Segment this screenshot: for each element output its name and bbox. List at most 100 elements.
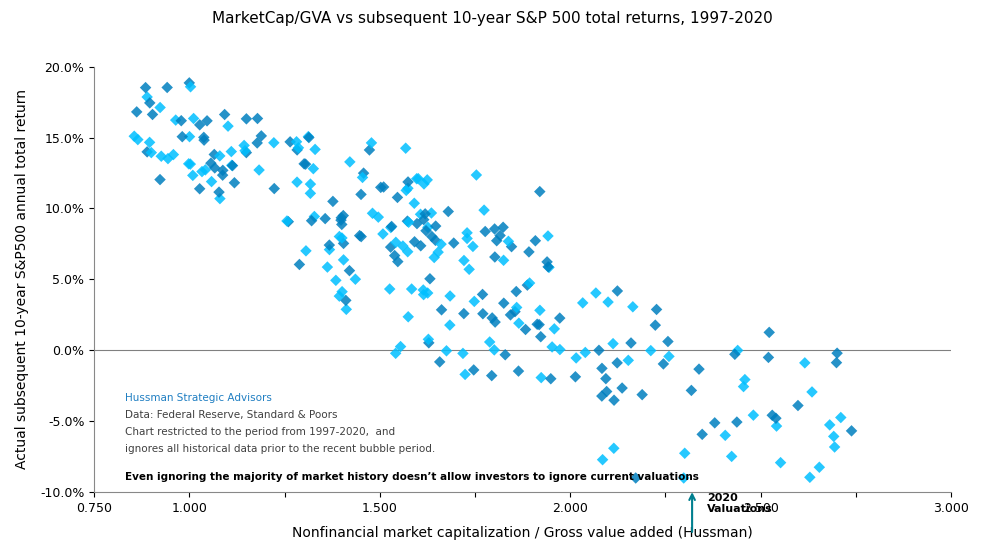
Point	[383, 223, 399, 232]
Point	[830, 349, 845, 357]
Point	[186, 114, 202, 123]
Point	[531, 320, 547, 329]
Point	[140, 148, 155, 157]
Point	[769, 422, 784, 431]
Point	[465, 242, 481, 251]
Point	[140, 93, 155, 102]
Point	[761, 353, 776, 362]
Point	[341, 266, 357, 275]
Point	[198, 165, 214, 174]
Point	[790, 401, 806, 410]
Point	[552, 345, 568, 354]
Point	[495, 223, 511, 232]
Point	[496, 299, 512, 307]
Point	[578, 348, 593, 357]
Point	[416, 215, 432, 224]
Point	[424, 232, 440, 241]
Point	[336, 239, 351, 248]
Point	[353, 190, 369, 199]
Point	[317, 214, 333, 223]
Point	[460, 228, 475, 237]
Point	[388, 349, 403, 358]
Point	[409, 219, 425, 228]
Point	[433, 240, 449, 249]
Point	[336, 211, 351, 220]
Point	[320, 263, 336, 271]
Point	[772, 458, 788, 467]
Point	[797, 359, 813, 367]
Point	[527, 236, 543, 245]
Point	[153, 175, 168, 184]
Point	[643, 346, 658, 355]
Point	[289, 145, 305, 154]
Point	[250, 114, 266, 123]
Point	[442, 321, 458, 330]
Point	[400, 248, 415, 256]
Point	[544, 342, 560, 351]
Point	[635, 390, 650, 399]
Point	[620, 356, 636, 365]
Point	[487, 225, 503, 234]
Point	[130, 135, 146, 144]
Point	[288, 137, 304, 146]
Point	[418, 226, 434, 235]
Point	[220, 122, 236, 130]
Point	[730, 346, 746, 355]
Point	[199, 117, 215, 125]
Point	[552, 314, 568, 322]
Point	[254, 132, 270, 140]
Point	[417, 209, 433, 218]
Point	[129, 108, 145, 117]
Point	[388, 238, 403, 247]
Point	[518, 325, 533, 334]
Point	[541, 263, 557, 272]
Text: MarketCap/GVA vs subsequent 10-year S&P 500 total returns, 1997-2020: MarketCap/GVA vs subsequent 10-year S&P …	[212, 11, 772, 26]
Point	[196, 135, 212, 144]
Point	[428, 221, 444, 230]
Point	[238, 148, 254, 157]
Point	[159, 83, 175, 92]
Point	[474, 290, 490, 299]
Point	[430, 248, 446, 256]
Point	[395, 241, 410, 250]
Point	[301, 133, 317, 142]
Point	[192, 184, 208, 193]
Point	[487, 253, 503, 261]
Point	[442, 291, 458, 300]
Point	[606, 396, 622, 405]
Point	[399, 186, 414, 195]
Point	[676, 473, 692, 482]
Point	[181, 159, 197, 168]
Point	[215, 171, 230, 180]
Point	[829, 358, 844, 367]
Point	[332, 292, 347, 301]
Point	[363, 138, 379, 147]
Point	[236, 141, 252, 150]
Point	[546, 325, 562, 334]
Point	[173, 116, 189, 125]
Point	[361, 145, 377, 154]
Point	[843, 426, 859, 435]
Point	[832, 413, 848, 422]
Point	[365, 209, 381, 218]
Point	[492, 231, 508, 240]
Point	[432, 357, 448, 366]
Point	[540, 231, 556, 240]
Point	[322, 241, 338, 250]
Point	[609, 286, 625, 295]
Point	[569, 354, 584, 362]
Point	[383, 243, 399, 251]
Point	[543, 374, 559, 383]
Point	[390, 257, 405, 266]
Point	[224, 161, 240, 170]
Point	[439, 346, 455, 355]
Point	[302, 180, 318, 189]
Point	[625, 302, 641, 311]
Point	[455, 349, 470, 358]
Point	[322, 245, 338, 254]
Point	[522, 248, 537, 256]
Point	[457, 256, 472, 265]
Point	[503, 310, 519, 319]
Point	[182, 132, 198, 141]
Point	[727, 350, 743, 359]
